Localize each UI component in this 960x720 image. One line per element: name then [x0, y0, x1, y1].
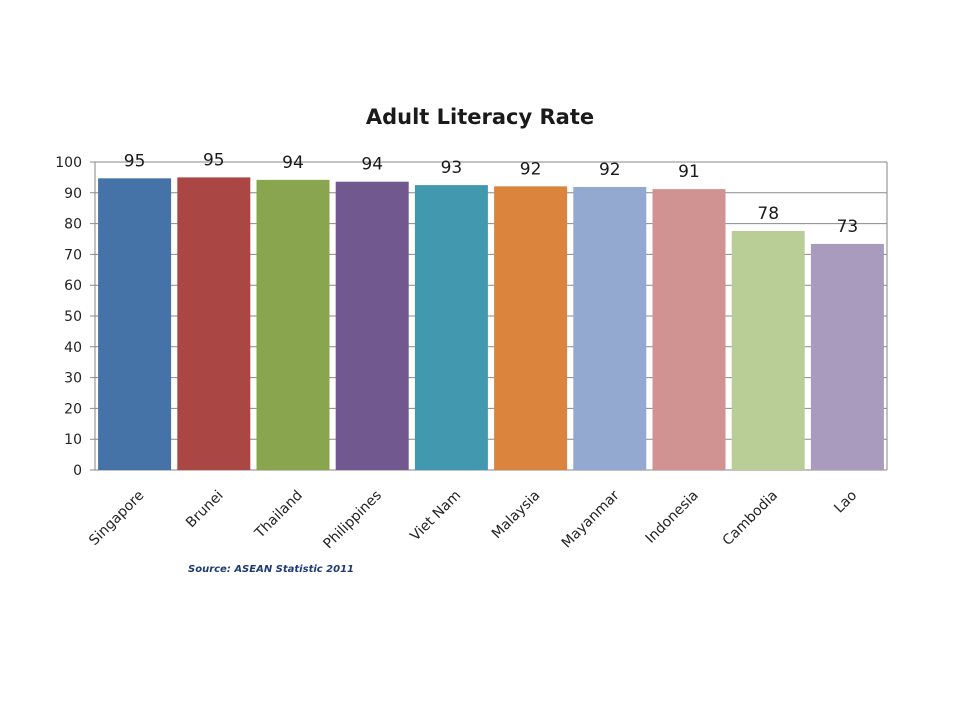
y-tick-label: 20	[64, 401, 82, 417]
x-axis-labels: Singapore Brunei Thailand Philippines Viet N…	[86, 487, 860, 552]
y-tick-label: 80	[64, 217, 82, 233]
data-label: 95	[203, 150, 225, 170]
y-axis: 0 10 20 30 40 50 60 70 80 90 100	[55, 155, 888, 479]
bar-singapore	[98, 178, 172, 470]
bar-lao	[810, 243, 884, 470]
y-tick-label: 70	[64, 247, 82, 263]
data-label: 94	[282, 153, 304, 173]
y-tick-label: 100	[55, 155, 82, 171]
bar-mayanmar	[573, 186, 647, 470]
data-label: 92	[599, 160, 621, 180]
bar-malaysia	[494, 186, 568, 470]
x-tick-label: Viet Nam	[407, 488, 464, 545]
y-tick-label: 0	[73, 463, 82, 479]
bar-brunei	[177, 177, 251, 470]
x-tick-label: Singapore	[86, 488, 147, 549]
x-tick-label: Mayanmar	[559, 487, 623, 551]
bar-thailand	[256, 179, 330, 470]
data-label: 93	[441, 158, 463, 178]
bar-cambodia	[731, 230, 805, 470]
data-label: 91	[678, 162, 700, 182]
x-tick-label: Malaysia	[489, 488, 544, 543]
x-tick-label: Philippines	[320, 488, 385, 553]
x-tick-label: Lao	[831, 488, 860, 517]
bars	[98, 177, 884, 470]
data-label: 94	[361, 155, 383, 175]
bar-viet-nam	[414, 185, 488, 470]
y-tick-label: 50	[64, 309, 82, 325]
x-tick-label: Thailand	[251, 488, 306, 543]
data-label: 95	[124, 151, 146, 171]
x-tick-label: Cambodia	[720, 488, 781, 549]
bar-philippines	[335, 181, 409, 470]
data-labels: 95 95 94 94 93 92 92 91 78 73	[124, 150, 858, 237]
x-tick-label: Brunei	[183, 488, 227, 532]
chart-title: Adult Literacy Rate	[366, 105, 594, 129]
y-tick-label: 30	[64, 371, 82, 387]
data-label: 78	[757, 204, 779, 224]
source-note: Source: ASEAN Statistic 2011	[188, 564, 354, 575]
data-label: 92	[520, 159, 542, 179]
bar-indonesia	[652, 189, 726, 470]
x-tick-label: Indonesia	[643, 488, 702, 547]
y-tick-label: 10	[64, 432, 82, 448]
y-tick-label: 40	[64, 340, 82, 356]
data-label: 73	[837, 217, 859, 237]
y-tick-label: 60	[64, 278, 82, 294]
y-tick-label: 90	[64, 186, 82, 202]
